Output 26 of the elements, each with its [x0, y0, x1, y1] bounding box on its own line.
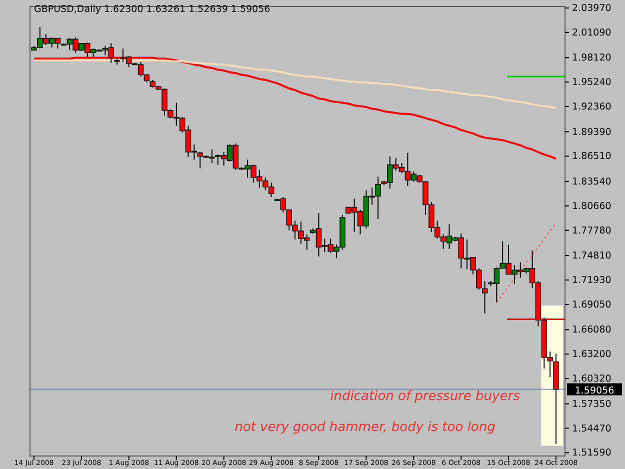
y-tick-label: 1.51590 [572, 448, 612, 459]
annotation: indication of pressure buyers [330, 389, 520, 404]
y-tick-label: 1.86510 [572, 151, 612, 162]
ref-line-label: 1.59056 [574, 385, 614, 396]
y-tick-label: 1.77780 [572, 225, 612, 236]
y-tick-label: 2.03970 [572, 2, 612, 14]
y-tick-label: 1.57350 [572, 398, 612, 410]
chart-title: GBPUSD,Daily 1.62300 1.63261 1.52639 1.59056 [34, 4, 270, 15]
y-tick-label: 1.60320 [572, 374, 612, 385]
y-tick-label: 1.92360 [572, 102, 612, 113]
y-tick-label: 1.98120 [572, 52, 612, 64]
y-tick-label: 2.01090 [572, 27, 612, 38]
annotation: not very good hammer, body is too long [234, 420, 496, 435]
line-series [502, 240, 556, 275]
y-tick-label: 1.71930 [572, 275, 612, 286]
y-tick-label: 1.69050 [572, 299, 612, 310]
y-tick-label: 1.80660 [572, 200, 612, 212]
y-tick-label: 1.89390 [572, 126, 612, 138]
candlestick [482, 280, 488, 314]
line-series [496, 222, 556, 303]
y-tick-label: 1.95240 [572, 77, 612, 88]
y-tick-label: 1.74810 [572, 250, 612, 262]
y-tick-label: 1.54470 [572, 423, 612, 434]
y-tick-label: 1.63200 [572, 349, 612, 360]
y-tick-label: 1.66080 [572, 324, 612, 336]
y-tick-label: 1.83540 [572, 176, 612, 188]
